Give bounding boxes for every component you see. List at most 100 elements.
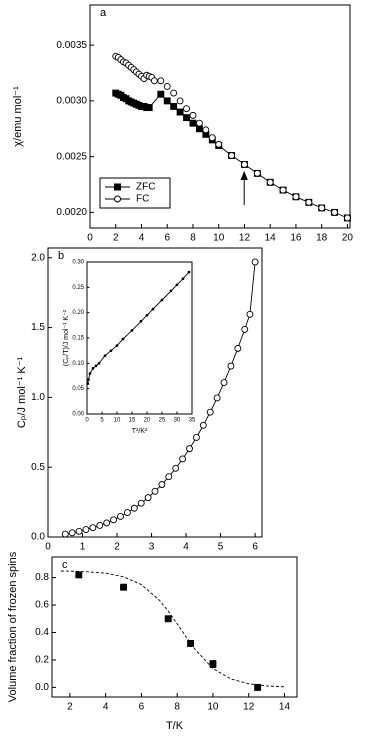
marker	[251, 258, 259, 266]
x-tick-label: 6	[139, 702, 145, 713]
x-tick-label: 12	[243, 702, 255, 713]
plot-frame	[51, 556, 298, 698]
marker	[164, 615, 172, 623]
x-tick-label: 18	[316, 233, 328, 244]
marker	[254, 683, 262, 691]
marker	[87, 378, 90, 381]
marker	[206, 408, 214, 416]
legend-marker	[114, 195, 121, 203]
y-axis-label: Cₚ/J mol⁻¹ K⁻¹	[16, 357, 28, 429]
marker	[150, 77, 158, 85]
y-tick-label: 0.25	[72, 285, 84, 291]
panel: 0 2 4 6 8 10 12 14 16 18 20 0.0020 0.0025 0.0030 0.003…	[12, 4, 353, 244]
marker	[172, 464, 180, 472]
y-axis-label: (Cₚ/T)/J mol⁻¹ K⁻²	[63, 309, 70, 366]
x-tick-label: 0	[45, 542, 51, 553]
x-tick-label: 0	[85, 418, 89, 424]
marker	[157, 90, 165, 98]
marker	[279, 186, 287, 194]
marker	[123, 509, 131, 517]
y-tick-label: 0.2	[35, 655, 49, 666]
x-tick-label: 2	[114, 542, 120, 553]
marker	[151, 487, 159, 495]
x-tick-label: 30	[174, 418, 181, 424]
y-tick-label: 0.15	[72, 336, 84, 342]
y-tick-label: 0.0	[35, 682, 49, 693]
y-tick-label: 0.0030	[56, 96, 87, 107]
marker	[82, 526, 90, 534]
marker	[165, 473, 173, 481]
x-tick-label: 4	[139, 233, 145, 244]
marker	[144, 494, 152, 502]
marker	[75, 571, 83, 579]
marker	[266, 178, 274, 186]
marker	[234, 344, 242, 352]
legend-marker	[114, 183, 121, 191]
x-tick-label: 12	[239, 233, 251, 244]
y-tick-label: 1.0	[31, 392, 45, 403]
marker	[202, 126, 210, 134]
x-tick-label: 2	[113, 233, 119, 244]
x-tick-label: 1	[80, 542, 86, 553]
x-tick-label: 5	[100, 418, 104, 424]
marker	[208, 134, 216, 142]
marker	[117, 513, 124, 520]
marker	[179, 455, 187, 463]
marker	[120, 583, 127, 591]
marker	[160, 298, 164, 302]
y-tick-label: 0.30	[72, 260, 84, 266]
series-line	[60, 570, 285, 688]
x-tick-label: 10	[114, 418, 121, 424]
marker	[158, 481, 166, 488]
marker	[103, 519, 111, 527]
marker	[103, 354, 107, 358]
marker	[176, 97, 184, 105]
marker	[75, 527, 83, 535]
legend-label: ZFC	[136, 182, 155, 193]
x-tick-label: 2	[67, 702, 73, 713]
x-tick-label: 15	[129, 418, 136, 424]
x-tick-label: 8	[174, 702, 180, 713]
marker	[181, 277, 185, 281]
x-axis-label: T²/K²	[132, 428, 148, 435]
marker	[163, 82, 171, 90]
marker	[130, 504, 138, 512]
plot-frame	[89, 4, 351, 229]
marker	[170, 89, 178, 97]
x-tick-label: 16	[290, 233, 302, 244]
x-tick-label: 3	[149, 542, 155, 553]
marker	[318, 204, 326, 212]
x-tick-label: 14	[279, 702, 291, 713]
marker	[121, 337, 125, 341]
marker	[151, 307, 155, 311]
marker	[97, 361, 101, 365]
marker	[195, 119, 203, 127]
marker	[343, 214, 351, 222]
x-tick-label: 25	[159, 418, 166, 424]
y-tick-label: 0.0035	[56, 40, 87, 51]
x-axis-label: T/K	[166, 720, 184, 732]
marker	[220, 379, 228, 387]
marker	[145, 313, 149, 317]
marker	[139, 319, 143, 323]
marker	[175, 283, 179, 287]
x-tick-label: 20	[144, 418, 151, 424]
x-tick-label: 4	[183, 542, 189, 553]
marker	[183, 105, 190, 113]
marker	[187, 270, 191, 274]
marker	[96, 521, 104, 529]
marker	[331, 208, 339, 216]
marker	[169, 289, 173, 293]
y-tick-label: 0.0020	[56, 207, 87, 218]
marker	[241, 160, 248, 168]
panel-label: b	[58, 250, 64, 262]
x-tick-label: 35	[189, 418, 196, 424]
y-tick-label: 1.5	[31, 322, 45, 333]
y-tick-label: 0.6	[35, 600, 49, 611]
marker	[110, 516, 118, 524]
arrow-head	[240, 171, 248, 180]
y-tick-label: 0.5	[31, 462, 45, 473]
marker	[94, 364, 98, 368]
marker	[189, 111, 197, 119]
arrow	[240, 171, 248, 205]
